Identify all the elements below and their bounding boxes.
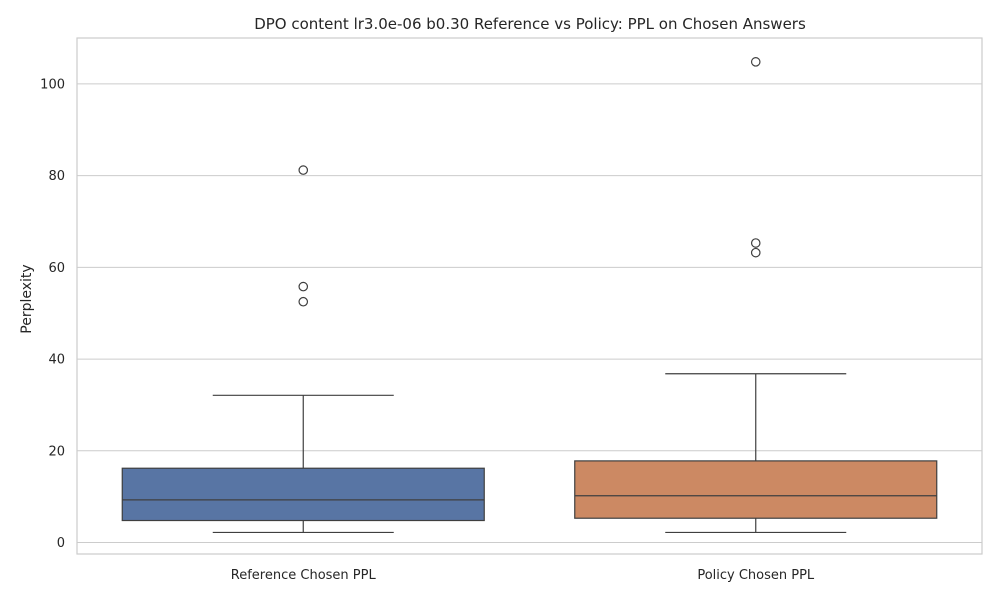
y-tick-label: 40 <box>48 353 65 368</box>
y-tick-label: 60 <box>48 261 65 276</box>
x-tick-label: Policy Chosen PPL <box>697 568 815 583</box>
y-tick-label: 80 <box>48 169 65 184</box>
outlier-point <box>298 281 309 292</box>
x-tick-label: Reference Chosen PPL <box>231 568 377 583</box>
tick-labels: 0 20 40 60 80 100 Reference Chosen PPL Policy C… <box>40 77 815 583</box>
box-group <box>121 165 485 534</box>
y-tick-label: 100 <box>40 77 65 92</box>
box-iqr <box>121 467 485 522</box>
y-tick-label: 20 <box>48 444 65 459</box>
grid-lines <box>77 83 982 544</box>
outlier-point <box>750 247 761 258</box>
chart-title: DPO content lr3.0e-06 b0.30 Reference vs… <box>254 15 806 33</box>
outlier-point <box>298 296 309 307</box>
box-series <box>121 57 938 534</box>
outlier-point <box>298 165 309 175</box>
box-group <box>574 57 938 534</box>
outlier-point <box>750 238 761 248</box>
outlier-point <box>750 57 761 67</box>
box-iqr <box>574 460 938 519</box>
y-axis-label: Perplexity <box>19 264 35 333</box>
y-tick-label: 0 <box>57 536 65 551</box>
plot-frame <box>76 37 983 555</box>
